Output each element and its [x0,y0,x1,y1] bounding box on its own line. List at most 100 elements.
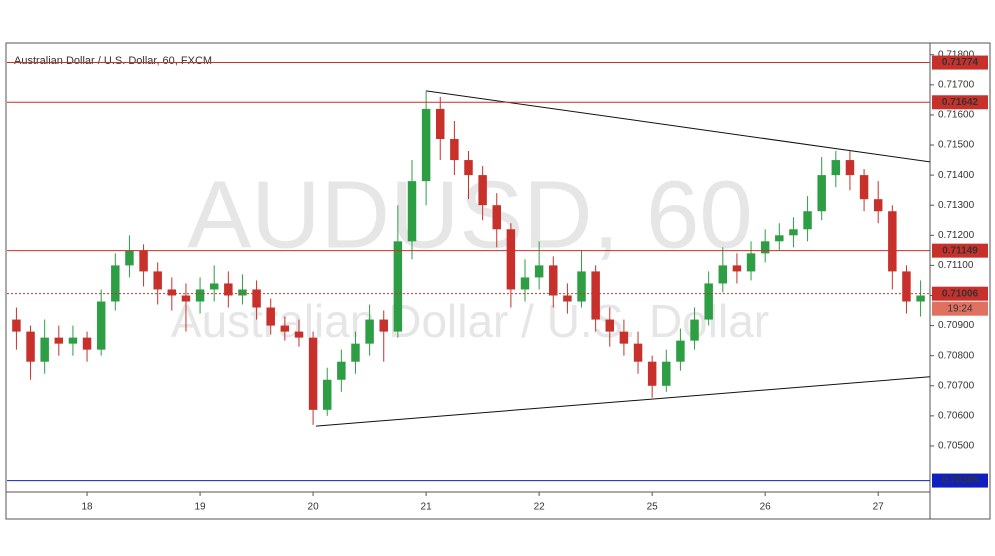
candle-body [12,319,21,332]
candle-body [902,271,911,302]
candle-body [534,265,544,278]
candle-body [167,289,177,296]
candle-body [662,361,671,386]
candle-body [718,265,728,284]
candle-body [916,295,925,302]
candle-body [308,337,318,410]
candle-body [464,160,473,176]
candle-body [181,295,191,302]
y-tick-label: 0.70800 [938,350,975,361]
candle-body [633,343,643,362]
candle-body [577,271,586,302]
candle-body [294,331,304,338]
level-label: 0.70385 [942,475,979,486]
y-tick-label: 0.71200 [938,230,975,241]
level-label-box [932,473,988,488]
level-label: 0.71774 [942,57,979,68]
y-tick-label: 0.71300 [938,200,975,211]
y-tick-label: 0.71100 [938,260,974,271]
candle-body [549,265,558,296]
candle-body [450,138,459,161]
candle-body [506,229,516,290]
y-tick-label: 0.70500 [938,441,975,452]
level-label-box [932,95,988,110]
candle-body [690,319,699,341]
x-tick-label: 19 [195,502,207,513]
candle-body [760,241,770,254]
candle-body [195,289,205,302]
x-tick-label: 22 [534,502,546,513]
candle-body [888,211,897,272]
candle-body [153,271,162,290]
candle-body [96,301,106,350]
candle-body [478,175,487,206]
candle-body [591,271,600,320]
y-tick-label: 0.71700 [938,79,975,90]
candle-body [845,160,855,176]
y-tick-label: 0.71600 [938,110,975,121]
candle-body [26,331,35,362]
candle-body [704,283,713,320]
y-tick-label: 0.71400 [938,170,975,181]
candle-body [873,199,883,212]
candle-body [407,181,417,242]
x-tick-label: 25 [647,502,659,513]
candle-body [40,337,49,362]
x-tick-label: 26 [760,502,772,513]
candle-body [111,265,120,302]
level-label-box [932,55,988,70]
x-tick-label: 18 [81,502,93,513]
candle-body [859,175,869,200]
x-tick-label: 21 [421,502,433,513]
candle-body [605,319,615,332]
candle-body [421,108,431,182]
watermark: AUDUSD, 60 [187,161,753,268]
candle-body [393,241,403,332]
candle-body [436,108,445,139]
candle-body [803,211,812,230]
y-tick-label: 0.71800 [938,49,975,60]
candle-body [68,337,78,344]
x-tick-label: 20 [308,502,320,513]
candle-body [817,175,826,212]
candle-body [647,361,657,386]
candle-body [209,283,219,290]
candle-body [125,250,134,266]
y-tick-label: 0.71500 [938,140,975,151]
candle-body [775,235,784,242]
candle-body [365,319,374,344]
x-tick-label: 27 [873,502,885,513]
candle-body [520,277,530,290]
level-label-box [932,286,988,301]
candle-body [379,319,388,332]
level-label: 0.71006 [942,288,979,299]
candle-body [280,325,290,332]
candle-body [732,265,742,272]
chart-title: Australian Dollar / U.S. Dollar, 60, FXC… [14,55,212,67]
candle-body [831,160,841,176]
countdown: 19:24 [947,303,972,314]
trendline [315,376,931,427]
frame [5,42,991,520]
level-label: 0.71149 [942,245,978,256]
candle-body [266,307,275,326]
candle-body [676,340,685,362]
candle-body [238,289,247,296]
candle-body [746,253,756,272]
countdown-box [932,301,988,316]
candle-body [82,337,92,350]
y-tick-label: 0.70700 [938,380,975,391]
candle-body [139,250,148,272]
candle-body [54,337,64,344]
candle-body [224,283,233,296]
candle-body [563,295,572,302]
level-label: 0.71642 [942,97,979,108]
candle-body [351,343,360,362]
y-tick-label: 0.70600 [938,411,975,422]
candle-body [252,289,261,308]
candle-body [337,361,346,380]
candle-body [619,331,629,344]
trendline [426,90,931,163]
level-label-box [932,243,988,258]
